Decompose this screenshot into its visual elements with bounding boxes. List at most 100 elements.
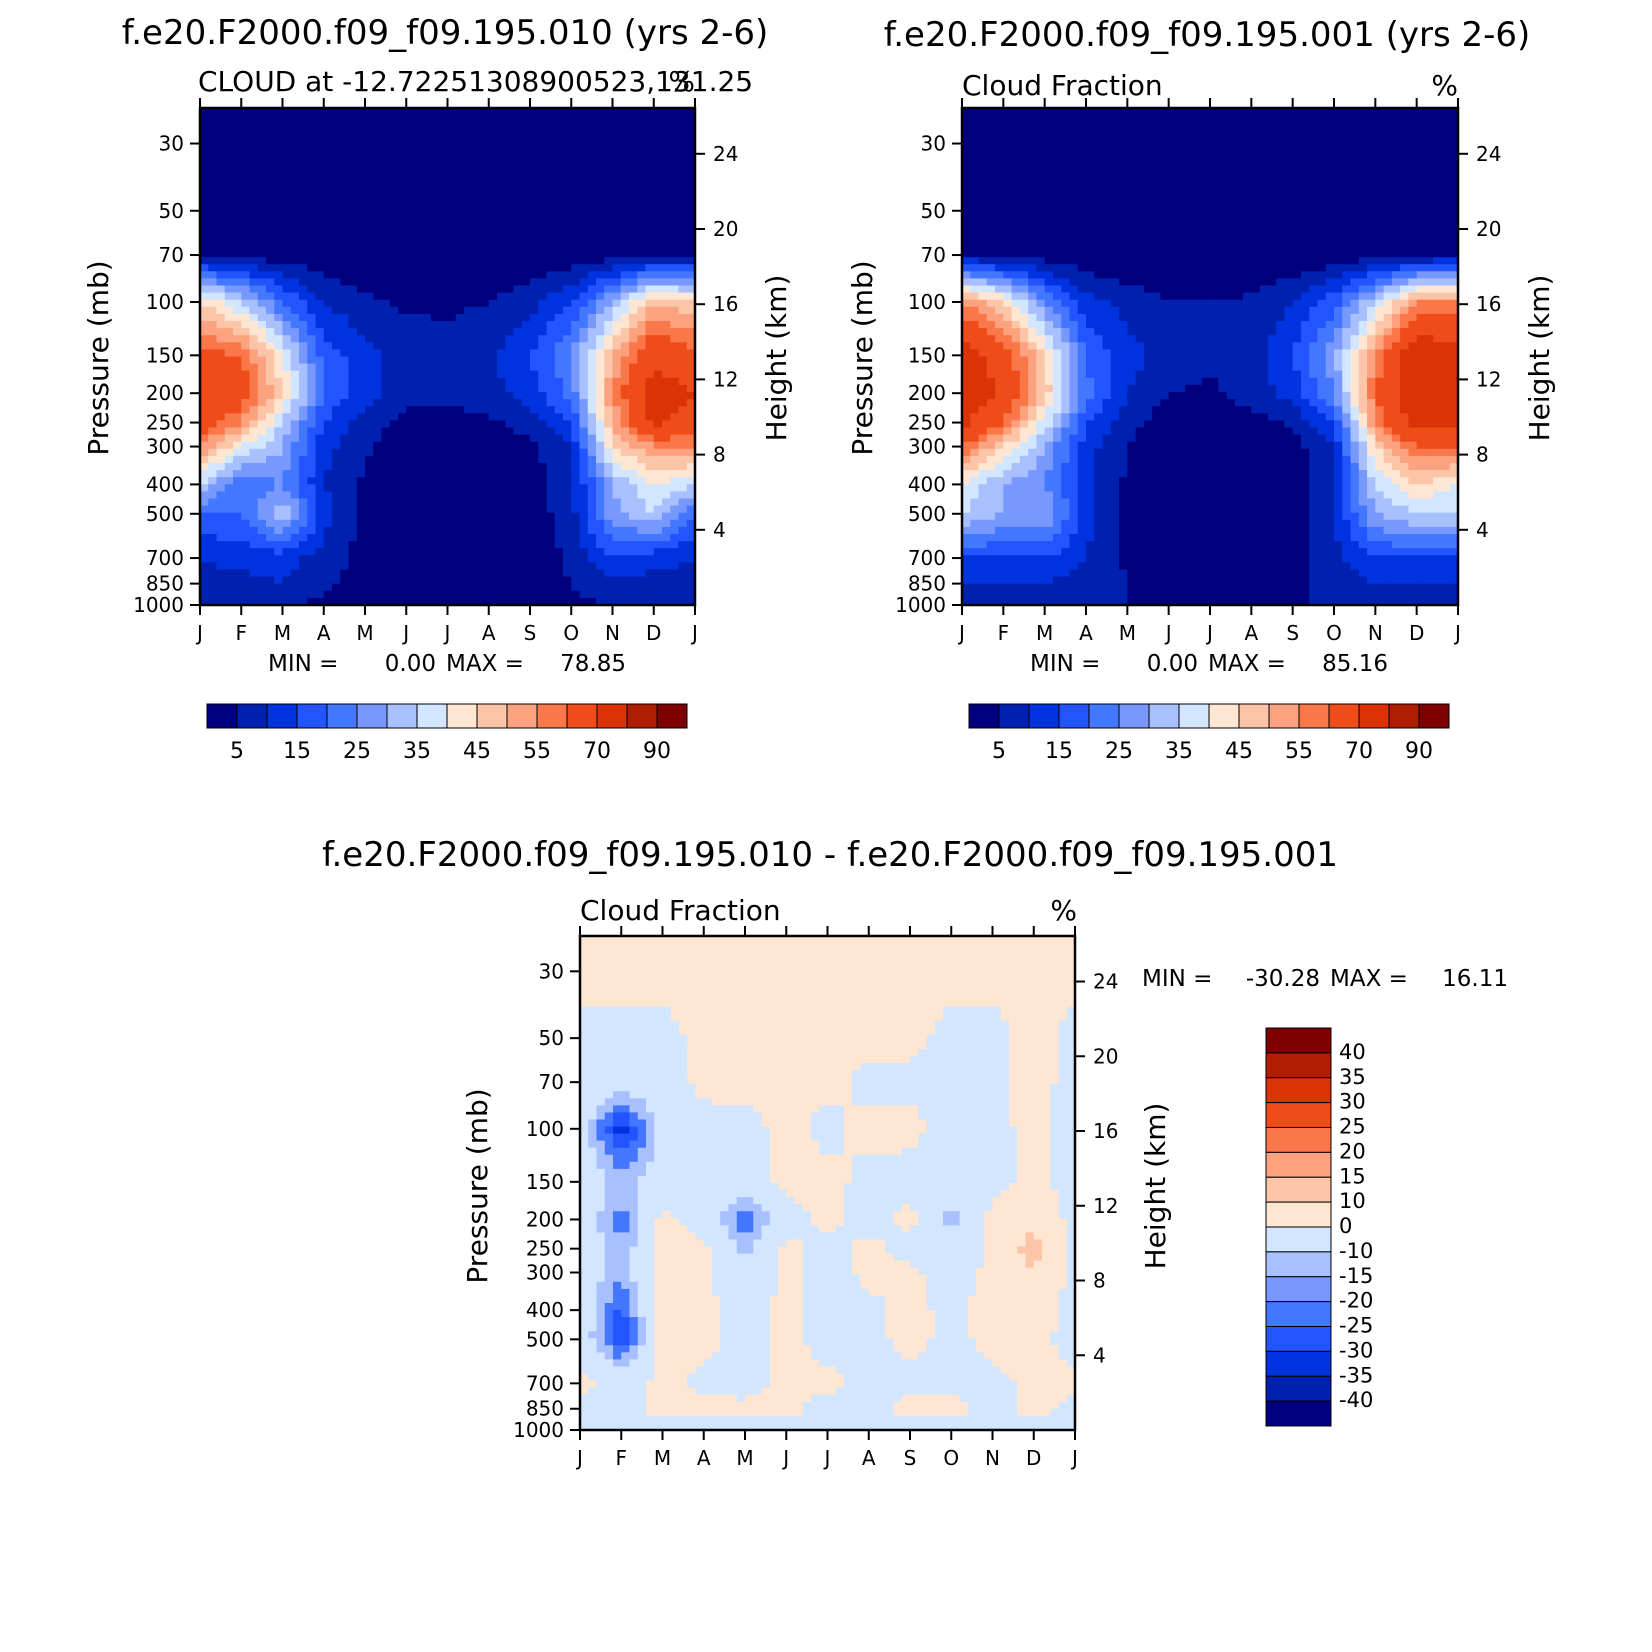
panel1-cell — [439, 463, 449, 471]
panel1-cell — [530, 235, 539, 244]
panel1-cell — [323, 271, 333, 279]
panel1-cell — [464, 321, 473, 329]
panel1-cell — [662, 399, 671, 407]
panel1-cell — [472, 498, 482, 507]
panel1-cell — [422, 179, 432, 187]
panel1-cell — [200, 143, 209, 152]
panel1-cell — [637, 356, 647, 365]
panel1-cell — [612, 122, 622, 130]
panel1-cell — [323, 427, 333, 436]
panel1-cell — [620, 427, 630, 436]
panel1-cell — [563, 555, 572, 563]
panel1-cell — [587, 193, 597, 201]
panel2-cell — [1176, 143, 1186, 152]
panel1-cell — [381, 136, 391, 145]
panel1-cell — [546, 257, 556, 265]
panel2-cell — [1334, 171, 1343, 180]
panel1-cell — [307, 562, 317, 571]
panel1-cell — [604, 448, 614, 457]
panel2-cell — [1028, 150, 1037, 159]
panel1-cell — [653, 157, 663, 166]
panel1-cell — [587, 441, 597, 450]
panel1-cell — [348, 235, 358, 244]
panel1-cell — [200, 569, 209, 578]
panel1-ytick-right-label: 8 — [713, 443, 726, 467]
panel1-cell — [266, 186, 275, 194]
panel1-cell — [662, 534, 671, 542]
panel2-cell — [1267, 164, 1277, 173]
panel1-cell — [546, 534, 556, 542]
panel1-cell — [299, 590, 308, 599]
panel1-cell — [249, 122, 259, 130]
panel1-cell — [439, 115, 449, 123]
panel1-cell — [332, 526, 341, 535]
panel1-cell — [662, 548, 671, 556]
panel1-cell — [315, 150, 325, 159]
panel1-cell — [340, 313, 350, 322]
panel1-cell — [290, 150, 300, 159]
panel1-cell — [249, 356, 259, 365]
panel1-cell — [307, 597, 317, 606]
colorbar-swatch — [626, 703, 658, 729]
panel1-cell — [455, 235, 465, 244]
panel1-cell — [670, 122, 680, 130]
panel2-cell — [1160, 164, 1170, 173]
panel1-cell — [480, 207, 490, 216]
panel1-cell — [546, 299, 556, 308]
panel1-cell — [249, 108, 259, 116]
panel1-cell — [464, 484, 473, 492]
panel1-cell — [274, 200, 284, 208]
panel1-cell — [431, 306, 440, 315]
panel1-cell — [381, 413, 391, 421]
panel1-cell — [282, 392, 292, 400]
panel2-cell — [1003, 143, 1013, 152]
panel1-cell — [480, 242, 490, 251]
panel1-cell — [323, 186, 333, 194]
panel2-cell — [1300, 136, 1310, 145]
panel1-cell — [406, 164, 416, 173]
panel1-xtick-label: A — [482, 621, 496, 645]
panel1-cell — [579, 470, 589, 478]
panel1-cell — [546, 363, 556, 372]
panel2-cell — [1003, 171, 1013, 180]
panel1-cell — [356, 349, 366, 358]
panel1-cell — [422, 427, 432, 436]
panel2-cell — [1416, 157, 1426, 166]
panel1-cell — [332, 356, 341, 365]
panel1-cell — [282, 328, 292, 336]
panel2-cell — [1102, 115, 1112, 123]
panel2-cell — [1086, 157, 1095, 166]
panel1-cell — [323, 221, 333, 230]
panel1-cell — [596, 399, 605, 407]
panel1-cell — [315, 321, 325, 329]
panel1-cell — [233, 441, 242, 450]
panel1-cell — [472, 115, 482, 123]
panel1-cell — [472, 576, 482, 585]
panel2-cell — [1044, 171, 1054, 180]
panel1-cell — [422, 186, 432, 194]
panel1-cell — [596, 235, 605, 244]
panel1-cell — [274, 321, 284, 329]
panel1-cell — [290, 228, 300, 237]
panel1-cell — [686, 441, 696, 450]
panel1-cell — [389, 399, 399, 407]
panel1-cell — [480, 299, 490, 308]
panel1-cell — [323, 349, 333, 358]
panel1-cell — [389, 590, 399, 599]
panel1-cell — [414, 463, 424, 471]
panel1-cell — [249, 242, 259, 251]
panel1-cell — [315, 392, 325, 400]
panel1-cell — [290, 420, 300, 429]
panel1-cell — [521, 115, 531, 123]
panel1-cell — [455, 257, 465, 265]
panel1-cell — [398, 434, 407, 443]
panel2-cell — [1424, 115, 1434, 123]
panel2-cell — [1309, 157, 1319, 166]
panel1-cell — [299, 477, 308, 485]
panel1-cell — [546, 399, 556, 407]
panel1-cell — [480, 427, 490, 436]
panel1-cell — [645, 498, 655, 507]
panel1-cell — [530, 136, 539, 145]
panel1-cell — [546, 221, 556, 230]
panel1-cell — [315, 576, 325, 585]
